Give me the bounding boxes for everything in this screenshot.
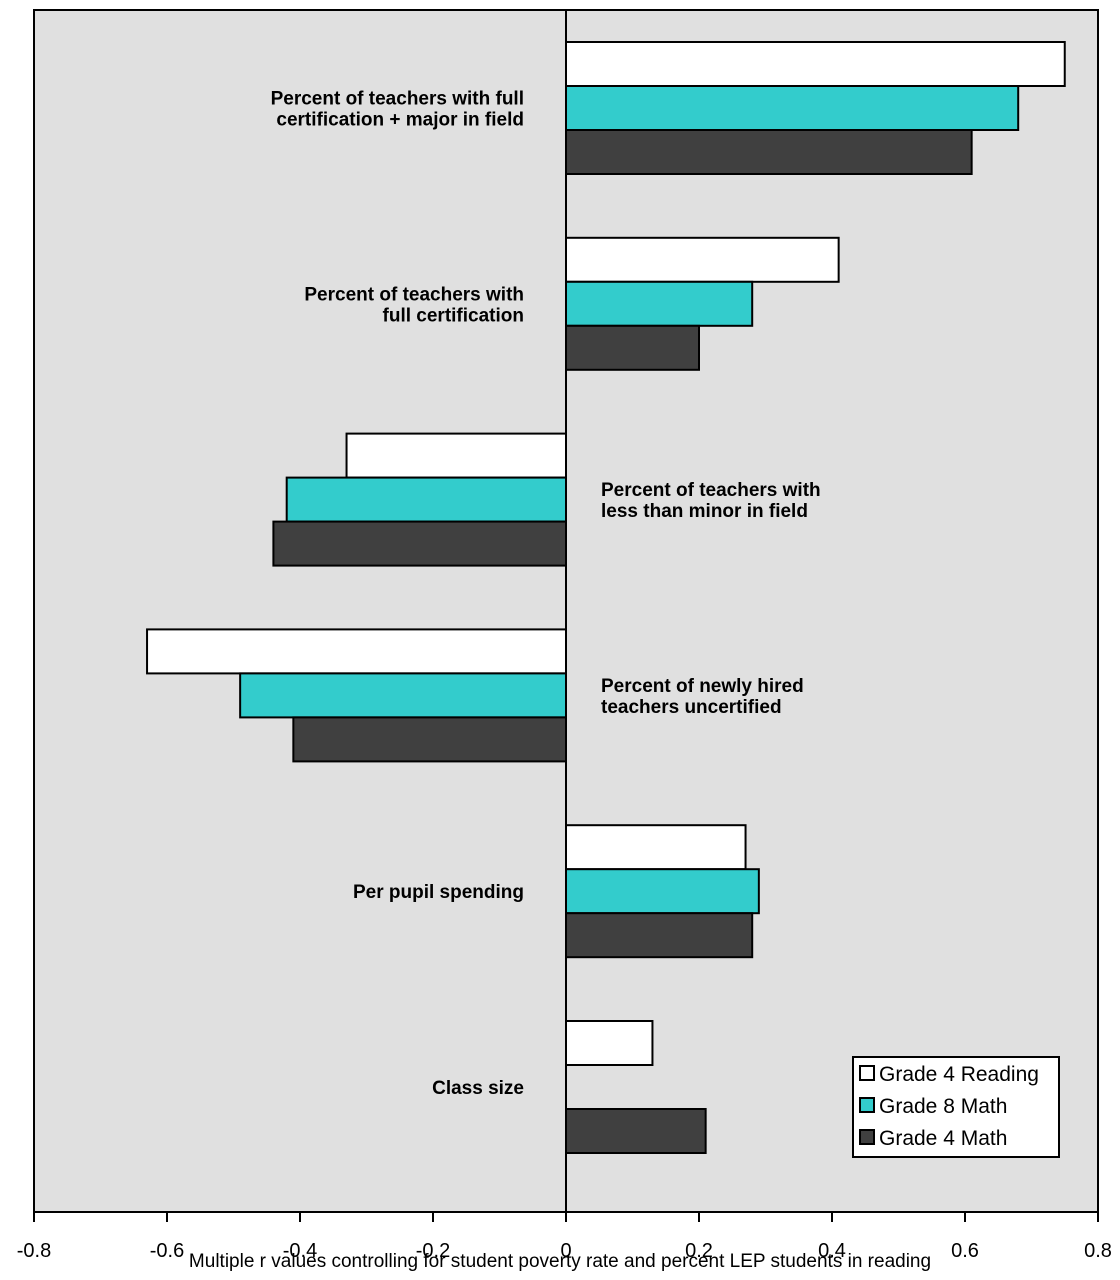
bar-grade-4-reading-1 (565, 236, 840, 283)
bar-grade-4-math-1 (565, 324, 700, 371)
x-axis-label: Multiple r values controlling for studen… (189, 1251, 931, 1272)
bar-grade-4-reading-0 (565, 41, 1066, 87)
legend-swatch (859, 1129, 875, 1145)
bar-grade-4-math-3 (292, 716, 567, 763)
bar-grade-4-math-5 (565, 1108, 707, 1154)
x-tick-label: -0.2 (416, 1240, 450, 1262)
legend-label: Grade 4 Math (879, 1127, 1007, 1150)
bar-grade-8-math-3 (239, 672, 567, 719)
x-tick-label: 0.2 (685, 1240, 713, 1262)
bar-grade-4-math-0 (565, 129, 973, 175)
x-tick-label: 0 (560, 1240, 571, 1262)
legend-swatch (859, 1065, 875, 1081)
bar-grade-4-math-2 (272, 520, 567, 567)
category-label: Percent of teachers with full certificati… (304, 284, 524, 326)
x-tick-label: 0.6 (951, 1240, 979, 1262)
bar-grade-8-math-4 (565, 868, 760, 915)
category-label: Percent of teachers with full certificati… (271, 89, 524, 131)
x-tick-label: -0.4 (283, 1240, 317, 1262)
category-label: Percent of newly hired teachers uncertifi… (601, 676, 804, 718)
bar-grade-8-math-1 (565, 280, 754, 327)
bar-grade-8-math-2 (285, 476, 567, 523)
category-label: Percent of teachers with less than minor … (601, 480, 821, 522)
x-tick-label: -0.8 (17, 1240, 51, 1262)
bar-grade-4-math-4 (565, 912, 754, 959)
legend-label: Grade 4 Reading (879, 1063, 1039, 1086)
legend-box (852, 1056, 1060, 1158)
bar-grade-4-reading-3 (146, 628, 568, 675)
category-label: Per pupil spending (353, 882, 524, 903)
legend-label: Grade 8 Math (879, 1095, 1007, 1118)
x-tick-label: 0.4 (818, 1240, 846, 1262)
x-tick-label: 0.8 (1084, 1240, 1112, 1262)
legend-swatch (859, 1097, 875, 1113)
bar-grade-4-reading-4 (565, 824, 747, 871)
category-label: Class size (432, 1078, 524, 1099)
bar-grade-4-reading-5 (565, 1020, 654, 1066)
bar-grade-4-reading-2 (345, 432, 567, 479)
x-tick-label: -0.6 (150, 1240, 184, 1262)
bar-grade-8-math-0 (565, 85, 1020, 131)
